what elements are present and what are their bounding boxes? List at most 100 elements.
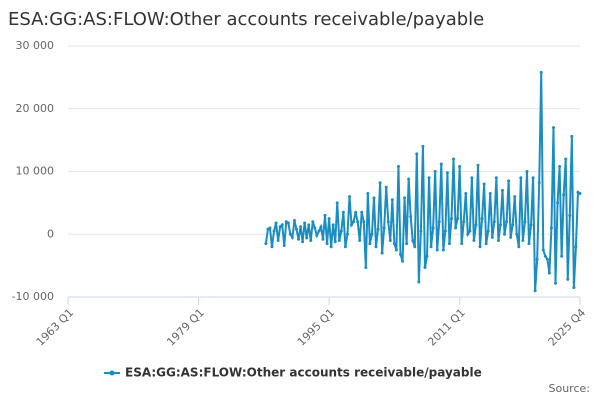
point: [466, 232, 470, 236]
point: [500, 188, 504, 192]
point: [519, 176, 523, 180]
point: [307, 223, 311, 227]
point: [568, 213, 572, 217]
point: [535, 257, 539, 261]
point: [521, 239, 525, 243]
point: [570, 134, 574, 138]
legend-marker: [109, 370, 115, 376]
point: [407, 177, 411, 181]
point: [531, 176, 535, 180]
source: Source:: [549, 382, 591, 395]
point: [460, 242, 464, 246]
point: [331, 223, 335, 227]
point: [503, 232, 507, 236]
point: [449, 217, 453, 221]
point: [405, 242, 409, 246]
point: [452, 157, 456, 161]
point: [268, 226, 272, 230]
point: [352, 220, 356, 224]
point: [382, 226, 386, 230]
point: [333, 240, 337, 244]
point: [368, 242, 372, 246]
legend-label: ESA:GG:AS:FLOW:Other accounts receivable…: [125, 366, 482, 380]
point: [437, 220, 441, 224]
point: [513, 195, 517, 199]
y-tick-label: 0: [47, 227, 54, 240]
point: [394, 248, 398, 252]
point: [294, 227, 298, 231]
point: [456, 217, 460, 221]
point: [315, 234, 319, 238]
point: [572, 286, 576, 290]
point: [329, 245, 333, 249]
series-line: [264, 72, 581, 291]
y-tick-label: 30 000: [16, 39, 55, 52]
point: [347, 195, 351, 199]
point: [472, 239, 476, 243]
point: [341, 210, 345, 214]
x-tick-label: 1963 Q1: [34, 306, 77, 349]
point: [290, 235, 294, 239]
point: [505, 220, 509, 224]
point: [311, 220, 315, 224]
point: [523, 220, 527, 224]
point: [411, 239, 415, 243]
point: [429, 245, 433, 249]
y-tick-label: 20 000: [16, 102, 55, 115]
point: [527, 242, 531, 246]
point: [511, 223, 515, 227]
point: [325, 242, 329, 246]
point: [376, 227, 380, 231]
point: [492, 220, 496, 224]
point: [323, 213, 327, 217]
point: [433, 170, 437, 173]
point: [362, 220, 366, 224]
point: [421, 144, 425, 148]
point: [566, 277, 570, 281]
point: [484, 242, 488, 246]
point: [443, 229, 447, 233]
point: [454, 226, 458, 230]
point: [547, 271, 551, 275]
point: [364, 266, 368, 270]
y-tick-label: 10 000: [16, 165, 55, 178]
point: [482, 182, 486, 186]
point: [490, 235, 494, 239]
point: [431, 226, 435, 230]
point: [445, 171, 449, 175]
point: [558, 164, 562, 168]
point: [413, 245, 417, 249]
point: [458, 164, 462, 168]
point: [549, 226, 553, 230]
x-tick-label: 1995 Q1: [295, 306, 338, 349]
point: [419, 229, 423, 233]
point: [270, 245, 274, 249]
point: [486, 229, 490, 233]
point: [551, 126, 555, 130]
point: [435, 248, 439, 252]
point: [525, 170, 529, 173]
point: [447, 242, 451, 246]
point: [313, 226, 317, 230]
point: [474, 223, 478, 227]
point: [409, 215, 413, 219]
point: [372, 196, 376, 200]
x-tick-label: 1979 Q1: [164, 306, 207, 349]
point: [358, 239, 362, 243]
point: [507, 179, 511, 183]
point: [470, 176, 474, 180]
point: [478, 245, 482, 249]
point: [417, 280, 421, 284]
point: [545, 257, 549, 261]
point: [541, 248, 545, 252]
chart-title: ESA:GG:AS:FLOW:Other accounts receivable…: [8, 9, 484, 30]
point: [578, 191, 582, 195]
point: [403, 196, 407, 200]
point: [529, 223, 533, 227]
point: [282, 244, 286, 248]
point: [441, 248, 445, 252]
point: [301, 240, 305, 244]
point: [464, 191, 468, 195]
point: [292, 218, 296, 222]
